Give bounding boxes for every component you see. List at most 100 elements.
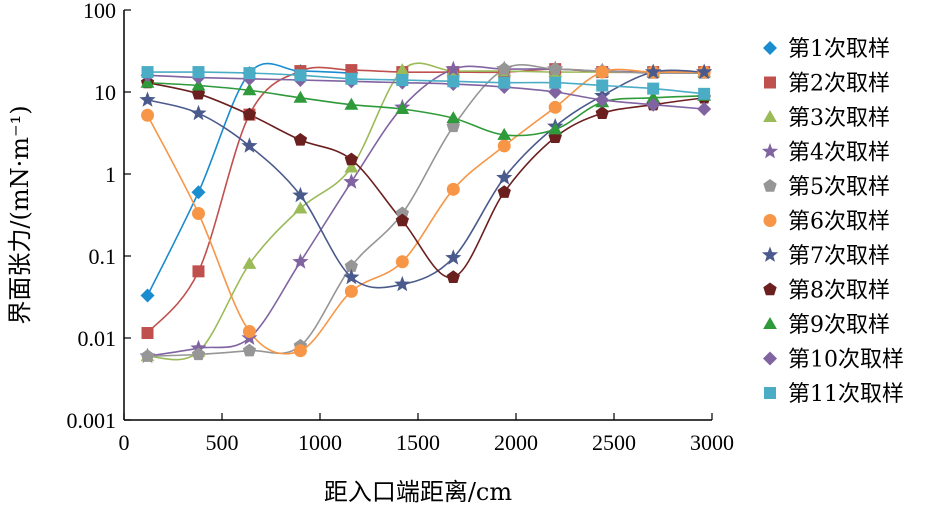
x-tick-label: 500 <box>206 430 239 455</box>
data-point-series-11 <box>596 79 609 92</box>
x-tick-label: 2500 <box>592 430 636 455</box>
data-point-series-11 <box>243 67 256 80</box>
data-point-series-11 <box>447 75 460 88</box>
data-point-series-5 <box>497 62 511 75</box>
x-tick-label: 0 <box>119 430 130 455</box>
data-point-series-9 <box>293 90 308 103</box>
data-point-series-10 <box>646 97 661 112</box>
series-lines <box>146 62 705 361</box>
data-point-series-11 <box>396 74 409 87</box>
data-point-series-6 <box>191 206 205 220</box>
y-tick-label: 0.1 <box>89 244 117 269</box>
data-point-series-6 <box>293 344 307 358</box>
data-point-series-10 <box>697 102 712 117</box>
data-point-series-7 <box>496 169 513 185</box>
data-point-series-8 <box>242 107 257 121</box>
x-tick-label: 1500 <box>396 430 440 455</box>
y-tick-label: 1 <box>105 162 116 187</box>
data-point-series-8 <box>395 213 409 227</box>
legend-label-7: 第7次取样 <box>788 244 890 269</box>
data-point-series-1 <box>140 288 155 303</box>
y-axis-title: 界面张力/(mN·m⁻¹) <box>6 105 34 324</box>
axis-ticks: 0 500 1000 1500 2000 2500 3000 0.001 0.01 0.1 1 10 1… <box>67 0 735 455</box>
data-point-series-9 <box>344 97 359 110</box>
y-tick-label: 0.001 <box>67 408 117 433</box>
data-point-series-7 <box>292 186 309 203</box>
data-point-series-7 <box>241 137 258 153</box>
y-tick-label: 0.01 <box>78 326 117 351</box>
data-point-series-5 <box>140 349 155 362</box>
data-point-series-11 <box>498 76 511 89</box>
data-point-series-4 <box>292 253 309 269</box>
y-tick-label: 100 <box>83 0 116 23</box>
legend-marker-4 <box>761 143 779 159</box>
data-point-series-1 <box>191 185 206 200</box>
data-point-series-5 <box>344 259 358 272</box>
data-point-series-2 <box>192 265 205 278</box>
legend-marker-3 <box>763 110 777 122</box>
data-point-series-6 <box>395 255 409 269</box>
data-point-series-11 <box>141 66 154 79</box>
data-point-series-5 <box>395 206 409 220</box>
legend-marker-9 <box>763 317 777 329</box>
data-point-series-7 <box>394 275 411 292</box>
legend-label-6: 第6次取样 <box>788 210 890 235</box>
legend-label-9: 第9次取样 <box>788 313 890 338</box>
data-point-series-9 <box>548 122 563 135</box>
data-point-series-8 <box>446 270 460 283</box>
data-point-series-8 <box>497 185 511 198</box>
data-point-series-6 <box>548 100 562 114</box>
data-point-series-6 <box>446 182 460 196</box>
data-point-series-11 <box>192 66 205 79</box>
data-point-series-7 <box>645 63 662 79</box>
data-point-series-7 <box>190 104 207 121</box>
data-point-series-6 <box>595 65 609 79</box>
legend-marker-5 <box>763 179 777 192</box>
data-point-series-11 <box>549 76 562 89</box>
legend-marker-7 <box>761 246 779 262</box>
data-point-series-7 <box>696 63 713 79</box>
legend-marker-1 <box>763 41 777 55</box>
data-point-series-6 <box>242 325 256 339</box>
legend-label-2: 第2次取样 <box>788 72 890 97</box>
data-point-series-7 <box>139 91 156 107</box>
legend-marker-10 <box>763 351 777 366</box>
legend-marker-2 <box>764 76 776 89</box>
legend: 第1次取样第2次取样第3次取样第4次取样第5次取样第6次取样第7次取样第8次取样… <box>761 37 904 407</box>
data-point-series-3 <box>344 160 359 173</box>
legend-marker-6 <box>763 214 777 227</box>
legend-marker-8 <box>763 282 777 296</box>
data-point-series-4 <box>190 339 207 356</box>
data-point-series-11 <box>345 72 358 85</box>
data-point-series-9 <box>395 102 410 114</box>
legend-label-8: 第8次取样 <box>788 279 890 304</box>
legend-label-10: 第10次取样 <box>788 348 904 373</box>
data-point-series-3 <box>293 201 308 214</box>
data-point-series-7 <box>445 249 462 265</box>
data-point-series-5 <box>242 343 257 357</box>
data-point-series-4 <box>343 173 360 189</box>
legend-label-3: 第3次取样 <box>788 106 890 131</box>
legend-label-11: 第11次取样 <box>788 382 904 407</box>
data-point-series-5 <box>548 62 562 75</box>
x-tick-label: 3000 <box>690 430 734 455</box>
legend-label-4: 第4次取样 <box>788 141 890 166</box>
data-point-series-2 <box>141 327 154 340</box>
y-tick-label: 10 <box>94 80 116 105</box>
data-point-series-11 <box>647 82 660 95</box>
data-point-series-9 <box>497 127 512 140</box>
data-point-series-3 <box>395 63 410 76</box>
data-point-series-9 <box>242 83 257 96</box>
x-tick-label: 2000 <box>494 430 538 455</box>
x-tick-label: 1000 <box>298 430 342 455</box>
data-point-series-6 <box>141 108 155 122</box>
data-point-series-11 <box>294 69 307 82</box>
data-point-series-6 <box>344 284 358 298</box>
data-point-series-9 <box>446 111 461 124</box>
x-axis-title: 距入口端距离/cm <box>324 478 513 506</box>
legend-label-5: 第5次取样 <box>788 175 890 200</box>
data-point-series-7 <box>343 268 360 285</box>
data-point-series-5 <box>191 347 206 361</box>
data-point-series-6 <box>497 139 511 153</box>
